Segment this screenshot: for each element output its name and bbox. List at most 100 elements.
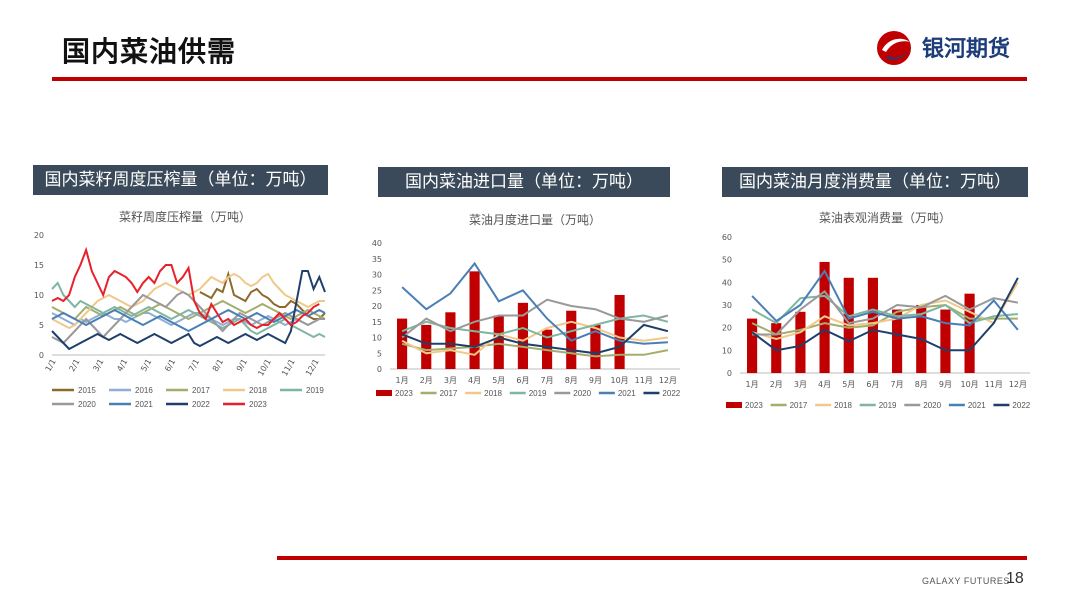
x-tick-label: 1月 bbox=[396, 376, 409, 385]
y-tick-label: 40 bbox=[722, 278, 732, 287]
y-tick-label: 35 bbox=[372, 255, 382, 264]
bar-2023 bbox=[614, 294, 625, 369]
legend-label-2017: 2017 bbox=[790, 401, 808, 410]
series-line-2019 bbox=[51, 281, 326, 339]
x-tick-label: 11/1 bbox=[280, 358, 297, 378]
series-line-2021 bbox=[401, 261, 668, 345]
legend-label-2017: 2017 bbox=[440, 389, 458, 398]
x-tick-label: 3月 bbox=[444, 376, 457, 385]
footer-divider bbox=[277, 556, 1027, 560]
x-tick-label: 5/1 bbox=[139, 358, 153, 374]
legend-label-2021: 2021 bbox=[618, 389, 636, 398]
panel-title-imports: 国内菜油进口量（单位：万吨） bbox=[378, 167, 670, 197]
legend-label-2016: 2016 bbox=[135, 386, 153, 395]
bar-2023 bbox=[940, 309, 951, 373]
y-tick-label: 20 bbox=[372, 302, 382, 311]
y-tick-label: 0 bbox=[39, 351, 44, 360]
bar-2023 bbox=[469, 271, 480, 369]
x-tick-label: 6月 bbox=[866, 380, 879, 389]
x-tick-label: 2月 bbox=[420, 376, 433, 385]
x-tick-label: 3/1 bbox=[91, 358, 105, 374]
x-tick-label: 12月 bbox=[659, 376, 677, 385]
panel-title-consumption: 国内菜油月度消费量（单位：万吨） bbox=[722, 167, 1028, 197]
x-tick-label: 8月 bbox=[565, 376, 578, 385]
bar-2023 bbox=[397, 318, 408, 369]
chart-monthly-consumption: 菜油表观消费量（万吨） 0 10 20 30 40 50 60 1月 2月 3月 4月 5月 6月 7月 8月… bbox=[722, 211, 1031, 410]
page-number: 18 bbox=[1006, 570, 1024, 587]
y-tick-label: 30 bbox=[372, 271, 382, 280]
chart-title: 菜油表观消费量（万吨） bbox=[819, 211, 951, 225]
x-tick-label: 4月 bbox=[818, 380, 831, 389]
series-line-2020 bbox=[51, 290, 325, 345]
page-title: 国内菜油供需 bbox=[62, 35, 237, 68]
x-tick-label: 12/1 bbox=[304, 358, 321, 378]
y-tick-label: 50 bbox=[722, 256, 732, 265]
x-tick-label: 4/1 bbox=[115, 358, 129, 374]
series-line-2020 bbox=[401, 298, 669, 339]
legend-label-2015: 2015 bbox=[78, 386, 96, 395]
x-tick-label: 7月 bbox=[891, 380, 904, 389]
legend-label-2019: 2019 bbox=[529, 389, 547, 398]
bar-2023 bbox=[771, 323, 782, 373]
y-tick-label: 20 bbox=[34, 231, 44, 240]
y-tick-label: 15 bbox=[372, 318, 382, 327]
series-line-2020 bbox=[752, 290, 1019, 336]
x-tick-label: 5月 bbox=[842, 380, 855, 389]
legend-label-2023: 2023 bbox=[249, 400, 267, 409]
bar-2023 bbox=[421, 324, 432, 369]
legend-label-2023: 2023 bbox=[395, 389, 413, 398]
brand-name: 银河期货 bbox=[922, 37, 1011, 62]
series-line-2021 bbox=[51, 308, 326, 333]
series-line-2022 bbox=[401, 323, 669, 355]
x-tick-label: 8月 bbox=[915, 380, 928, 389]
series-line-2017 bbox=[751, 303, 1018, 336]
y-tick-label: 10 bbox=[722, 346, 732, 355]
y-tick-label: 15 bbox=[34, 261, 44, 270]
chart-weekly-crushing: 菜籽周度压榨量（万吨） 0 5 10 15 20 1/1 2/1 3/1 4/1 5/1 6/1 7/1… bbox=[34, 209, 326, 409]
galaxy-logo bbox=[877, 31, 911, 65]
y-tick-label: 60 bbox=[722, 233, 732, 242]
x-tick-label: 9月 bbox=[939, 380, 952, 389]
series-line-2023 bbox=[51, 246, 320, 330]
footer-brand: GALAXY FUTURES bbox=[922, 576, 1010, 586]
x-tick-label: 9月 bbox=[589, 376, 602, 385]
bar-2023 bbox=[795, 311, 806, 373]
x-tick-label: 4月 bbox=[468, 376, 481, 385]
chart-title: 菜籽周度压榨量（万吨） bbox=[119, 209, 251, 224]
legend-label-2018: 2018 bbox=[834, 401, 852, 410]
bar-2023 bbox=[493, 315, 504, 369]
chart-title: 菜油月度进口量（万吨） bbox=[469, 212, 601, 227]
bar-2023 bbox=[445, 312, 456, 369]
x-tick-label: 10/1 bbox=[256, 358, 273, 378]
x-tick-label: 3月 bbox=[794, 380, 807, 389]
panel-title-crushing: 国内菜籽周度压榨量（单位：万吨） bbox=[33, 165, 328, 195]
legend-label-2022: 2022 bbox=[192, 400, 210, 409]
x-tick-label: 11月 bbox=[985, 380, 1003, 389]
legend-label-2023: 2023 bbox=[745, 401, 763, 410]
x-tick-label: 5月 bbox=[492, 376, 505, 385]
legend-label-2022: 2022 bbox=[662, 389, 680, 398]
series-line-2021 bbox=[751, 269, 1019, 331]
y-tick-label: 20 bbox=[722, 324, 732, 333]
series-line-2018 bbox=[751, 281, 1019, 341]
series-line-2022 bbox=[751, 277, 1019, 352]
legend-swatch-2023 bbox=[726, 402, 742, 408]
y-tick-label: 5 bbox=[377, 349, 382, 358]
bar-2023 bbox=[517, 302, 528, 369]
y-tick-label: 25 bbox=[372, 286, 382, 295]
legend-label-2018: 2018 bbox=[484, 389, 502, 398]
legend-label-2018: 2018 bbox=[249, 386, 267, 395]
x-tick-label: 6/1 bbox=[163, 358, 177, 374]
legend-label-2020: 2020 bbox=[923, 401, 941, 410]
series-line-2022 bbox=[51, 270, 326, 351]
series-line-2018 bbox=[401, 320, 669, 356]
y-tick-label: 40 bbox=[372, 239, 382, 248]
chart-monthly-imports: 菜油月度进口量（万吨） 0 5 10 15 20 25 30 35 40 1月 2月 3月 4月 5月 6月 7… bbox=[372, 212, 681, 398]
x-tick-label: 7/1 bbox=[187, 358, 201, 374]
y-tick-label: 10 bbox=[34, 291, 44, 300]
y-tick-label: 0 bbox=[727, 369, 732, 378]
series-line-2017 bbox=[401, 342, 669, 358]
legend-label-2019: 2019 bbox=[306, 386, 324, 395]
series-line-2019 bbox=[401, 314, 669, 339]
bar-2023 bbox=[747, 318, 758, 373]
